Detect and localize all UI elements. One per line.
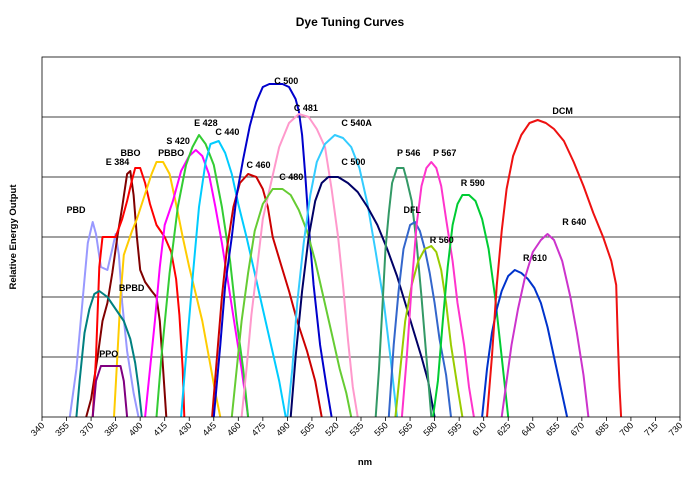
series-lines (68, 83, 623, 418)
series-label-23: R 640 (562, 217, 586, 227)
x-tick-label: 610 (470, 420, 488, 438)
x-tick-label: 505 (299, 420, 317, 438)
x-tick-label: 490 (274, 420, 292, 438)
series-line-22 (486, 119, 623, 418)
x-tick-label: 730 (667, 420, 685, 438)
series-label-1: PBD (67, 205, 87, 215)
x-tick-label: 535 (348, 420, 366, 438)
series-line-13 (230, 188, 353, 418)
series-line-6 (91, 365, 129, 418)
x-tick-label: 415 (151, 420, 169, 438)
series-label-2: E 384 (106, 157, 130, 167)
series-line-16 (374, 167, 433, 418)
series-line-8 (155, 134, 250, 418)
series-line-9 (180, 140, 287, 418)
series-label-3: BBO (121, 148, 141, 158)
series-label-5: BPBD (119, 283, 145, 293)
x-tick-label: 445 (200, 420, 218, 438)
x-tick-label: 685 (593, 420, 611, 438)
series-label-20: R 590 (461, 178, 485, 188)
series-label-12: C 481 (294, 103, 318, 113)
x-tick-label: 625 (495, 420, 513, 438)
series-label-10: C 460 (246, 160, 270, 170)
series-line-3 (91, 167, 186, 418)
series-label-15: C 500 (341, 157, 365, 167)
x-tick-label: 370 (78, 420, 96, 438)
y-axis-title: Relative Energy Output (8, 184, 19, 290)
x-axis-title: nm (358, 457, 372, 468)
series-line-23 (500, 233, 590, 418)
x-tick-label: 670 (569, 420, 587, 438)
series-line-11 (212, 83, 333, 418)
series-line-1 (68, 221, 140, 418)
chart-title: Dye Tuning Curves (296, 15, 405, 29)
series-label-6: PPO (99, 349, 118, 359)
plot-area-frame (41, 56, 681, 418)
series-line-19 (400, 161, 475, 418)
series-line-4 (113, 161, 222, 418)
x-tick-label: 385 (102, 420, 120, 438)
series-label-9: C 440 (215, 127, 239, 137)
series-line-14 (286, 134, 398, 418)
series-line-20 (432, 194, 510, 418)
x-tick-label: 460 (225, 420, 243, 438)
x-tick-label: 715 (642, 420, 660, 438)
x-tick-label: 550 (372, 420, 390, 438)
x-tick-label: 640 (519, 420, 537, 438)
series-label-14: C 540A (341, 118, 372, 128)
series-label-7: S 420 (166, 136, 190, 146)
series-label-11: C 500 (274, 76, 298, 86)
series-label-13: C 480 (279, 172, 303, 182)
grid-lines (42, 116, 680, 358)
series-line-12 (240, 113, 359, 418)
x-tick-label: 400 (127, 420, 145, 438)
series-label-18: R 560 (430, 235, 454, 245)
x-tick-label: 430 (176, 420, 194, 438)
x-tick-label: 595 (446, 420, 464, 438)
series-label-8: E 428 (194, 118, 218, 128)
x-tick-label: 565 (397, 420, 415, 438)
series-line-17 (387, 221, 452, 418)
series-label-19: P 567 (433, 148, 456, 158)
series-line-10 (211, 173, 323, 418)
x-axis-ticks: 340 355 370 385 400 415 430 445 460 475 490 505 520 5… (29, 417, 685, 438)
series-label-4: PBBO (158, 148, 184, 158)
x-tick-label: 700 (618, 420, 636, 438)
series-line-15 (289, 176, 436, 418)
x-tick-label: 520 (323, 420, 341, 438)
x-tick-label: 475 (250, 420, 268, 438)
series-label-22: DCM (552, 106, 573, 116)
series-label-17: DFL (404, 205, 422, 215)
series-line-5 (75, 290, 143, 418)
x-tick-label: 340 (29, 420, 47, 438)
series-label-21: R 610 (523, 253, 547, 263)
x-tick-label: 355 (53, 420, 71, 438)
x-tick-label: 655 (544, 420, 562, 438)
series-line-18 (394, 245, 464, 418)
series-label-16: P 546 (397, 148, 420, 158)
x-tick-label: 580 (421, 420, 439, 438)
series-line-7 (144, 149, 250, 418)
